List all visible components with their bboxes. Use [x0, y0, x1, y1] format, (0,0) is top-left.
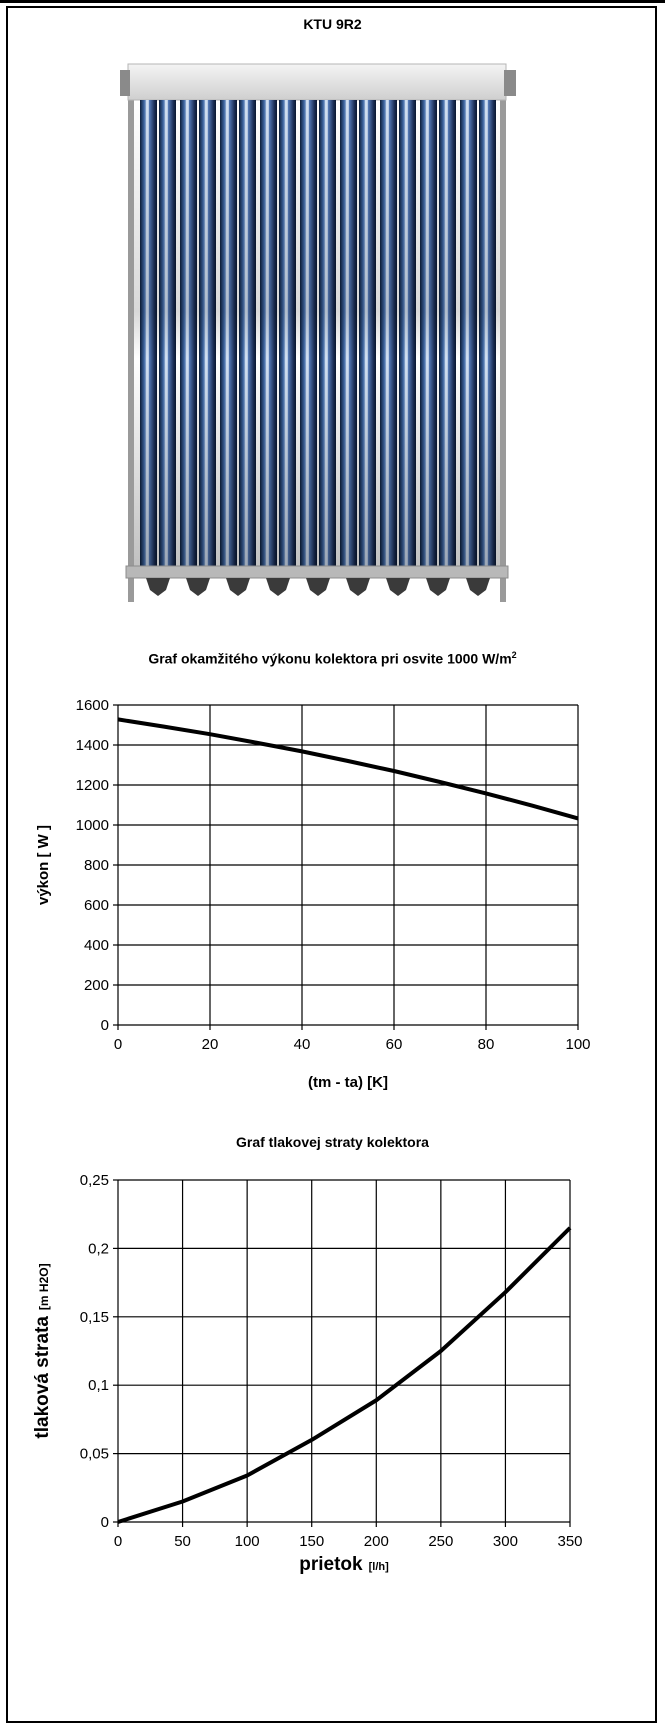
series-line	[117, 1226, 572, 1524]
x-tick-label: 100	[235, 1533, 260, 1550]
top-rule	[0, 0, 665, 3]
x-tick-label: 350	[557, 1533, 582, 1550]
y-axis-label: tlaková strata[m H2O]	[32, 1263, 53, 1438]
y-tick-label: 0,2	[88, 1240, 109, 1257]
y-tick-label: 1200	[76, 777, 109, 794]
y-tick-label: 800	[84, 857, 109, 874]
power-chart: 0 200 400 600 800 1000 1200 1400 1600 0 20 40 60 80 10…	[35, 697, 591, 1091]
x-tick-label: 150	[299, 1533, 324, 1550]
y-tick-label: 600	[84, 897, 109, 914]
x-tick-label: 100	[565, 1036, 590, 1053]
y-tick-label: 0,15	[80, 1309, 109, 1326]
page-frame	[6, 6, 657, 1723]
y-tick-label: 0,25	[80, 1172, 109, 1189]
chart2-title: Graf tlakovej straty kolektora	[236, 1134, 429, 1150]
x-tick-label: 40	[294, 1036, 311, 1053]
x-tick-label: 300	[493, 1533, 518, 1550]
x-tick-label: 250	[428, 1533, 453, 1550]
pressure-loss-chart: 0 0,05 0,1 0,15 0,2 0,25 0 50 100 150 200 250 300 350…	[32, 1172, 583, 1575]
y-axis-label: výkon [ W ]	[35, 825, 52, 905]
y-tick-label: 200	[84, 977, 109, 994]
chart1-title-superscript: 2	[511, 650, 517, 660]
y-tick-label: 1400	[76, 737, 109, 754]
x-tick-label: 50	[174, 1533, 191, 1550]
y-tick-label: 0,1	[88, 1377, 109, 1394]
y-tick-label: 0	[101, 1017, 109, 1034]
y-tick-label: 0,05	[80, 1446, 109, 1463]
chart1-title: Graf okamžitého výkonu kolektora pri osv…	[0, 650, 665, 667]
x-axis-label: prietok [l/h]	[299, 1554, 389, 1575]
x-tick-label: 20	[202, 1036, 219, 1053]
x-tick-label: 200	[364, 1533, 389, 1550]
x-tick-label: 0	[114, 1533, 122, 1550]
y-tick-label: 1600	[76, 697, 109, 714]
chart1-title-text: Graf okamžitého výkonu kolektora pri osv…	[148, 650, 512, 667]
x-tick-label: 0	[114, 1036, 122, 1053]
x-tick-label: 60	[386, 1036, 403, 1053]
x-axis-label: (tm - ta) [K]	[308, 1074, 388, 1091]
y-tick-label: 1000	[76, 817, 109, 834]
x-tick-label: 80	[478, 1036, 495, 1053]
model-title: KTU 9R2	[303, 16, 362, 32]
y-tick-label: 400	[84, 937, 109, 954]
series-line	[117, 717, 579, 821]
y-tick-label: 0	[101, 1514, 109, 1531]
solar-vacuum-tube-collector-photo	[120, 63, 516, 602]
